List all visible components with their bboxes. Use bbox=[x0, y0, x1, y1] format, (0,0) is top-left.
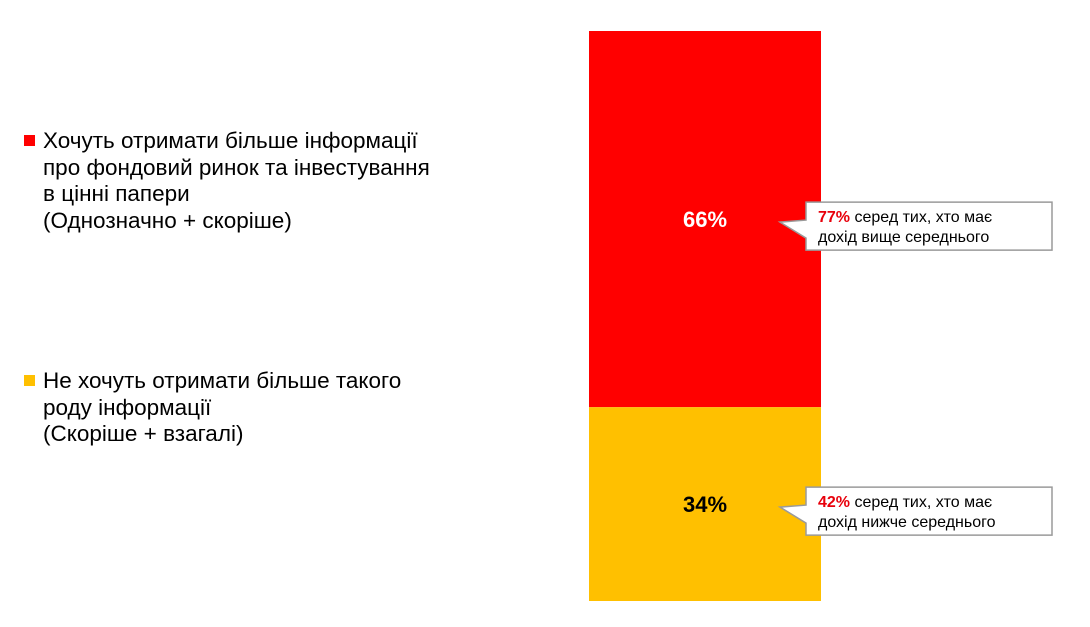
bar-segment-0 bbox=[589, 31, 821, 408]
bar-segment-label-0: 66% bbox=[683, 207, 727, 232]
callout-box-1 bbox=[777, 486, 1053, 536]
legend-label-dont-want-info: Не хочуть отримати більше такого роду ін… bbox=[43, 368, 402, 446]
callout-line2-0: дохід вище середнього bbox=[818, 229, 989, 246]
callout-line1-0: 77% серед тих, хто має bbox=[818, 209, 992, 226]
bar-segment-label-1: 34% bbox=[683, 492, 727, 517]
legend-item-dont-want-info: Не хочуть отримати більше такого роду ін… bbox=[24, 368, 494, 448]
legend-item-want-info: Хочуть отримати більше інформації про фо… bbox=[24, 128, 494, 234]
bar-segment-1 bbox=[589, 407, 821, 601]
callout-0: 77% серед тих, хто має дохід вище середнь… bbox=[777, 201, 1053, 251]
callout-line1-1: 42% серед тих, хто має bbox=[818, 494, 992, 511]
callout-box-0 bbox=[777, 201, 1053, 251]
legend-swatch-yellow bbox=[24, 375, 35, 386]
callout-1: 42% серед тих, хто має дохід нижче середн… bbox=[777, 486, 1053, 536]
legend-label-want-info: Хочуть отримати більше інформації про фо… bbox=[43, 128, 430, 233]
callout-line2-1: дохід нижче середнього bbox=[818, 514, 996, 531]
legend-swatch-red bbox=[24, 135, 35, 146]
